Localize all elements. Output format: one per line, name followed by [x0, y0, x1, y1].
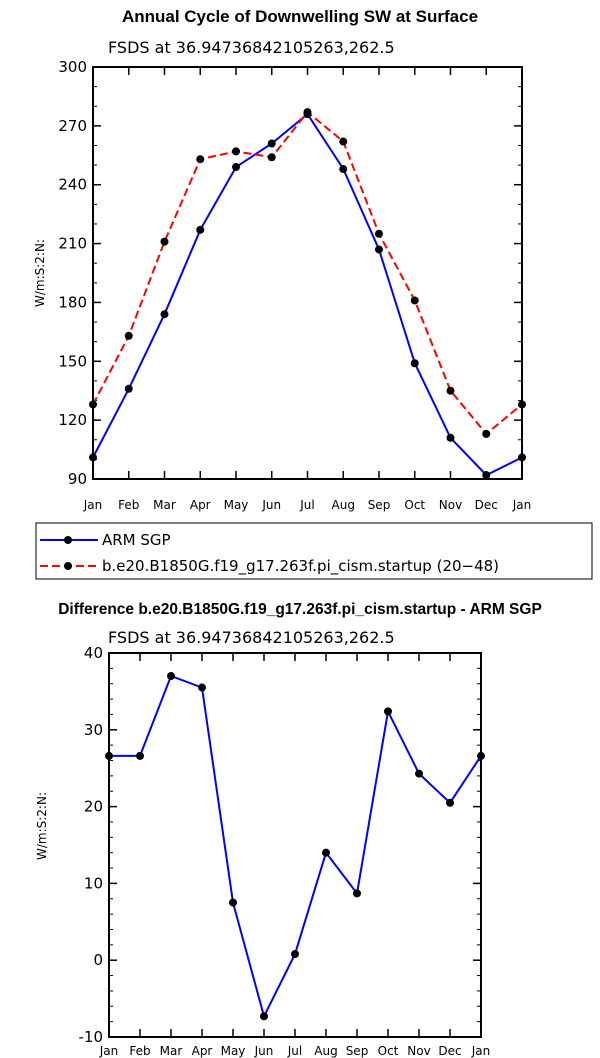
y-tick-label: 300: [58, 58, 87, 76]
series-1-point-3: [196, 155, 205, 164]
x-tick-label: Nov: [439, 498, 462, 512]
y-tick-label: 210: [58, 235, 87, 253]
series-0-point-7: [322, 848, 330, 857]
series-0-point-3: [198, 683, 206, 692]
chart2-plot-frame: [108, 652, 482, 1038]
series-0-point-3: [196, 225, 205, 234]
y-tick-label: 240: [58, 176, 87, 194]
series-line-0: [92, 112, 523, 477]
difference-chart: Difference b.e20.B1850G.f19_g17.263f.pi_…: [35, 601, 542, 1058]
y-tick-label: 150: [58, 352, 87, 370]
series-line-1: [92, 110, 523, 436]
x-tick-label: Feb: [129, 1044, 150, 1058]
series-0-point-2: [160, 310, 169, 319]
y-tick-label: 20: [84, 798, 103, 816]
annual-cycle-chart: Annual Cycle of Downwelling SW at Surfac…: [33, 7, 593, 580]
x-tick-label: Aug: [314, 1044, 337, 1058]
y-tick-label: 180: [58, 293, 87, 311]
x-tick-label: Mar: [153, 498, 176, 512]
x-tick-label: Sep: [368, 498, 391, 512]
x-tick-label: Aug: [332, 498, 355, 512]
series-1-point-9: [410, 296, 419, 305]
legend-marker-model: [64, 562, 72, 570]
chart1-plot-frame: [92, 66, 523, 480]
series-0-point-11: [446, 798, 454, 807]
x-tick-label: Jan: [512, 498, 532, 512]
legend-label-model: b.e20.B1850G.f19_g17.263f.pi_cism.startu…: [102, 557, 499, 576]
chart1-subtitle: FSDS at 36.94736842105263,262.5: [108, 38, 395, 57]
series-0-point-4: [232, 163, 240, 172]
x-tick-label: Oct: [378, 1044, 399, 1058]
series-1-point-2: [160, 237, 169, 246]
y-tick-label: 0: [93, 951, 103, 969]
x-tick-label: Dec: [475, 498, 498, 512]
x-tick-label: Mar: [160, 1044, 183, 1058]
x-tick-label: May: [221, 1044, 246, 1058]
series-0-point-5: [260, 1012, 268, 1021]
series-0-point-5: [267, 139, 276, 148]
series-0-point-11: [482, 471, 491, 480]
y-tick-label: 30: [84, 721, 103, 739]
y-tick-label: 10: [84, 874, 103, 892]
x-tick-label: Sep: [346, 1044, 369, 1058]
y-tick-label: -10: [79, 1028, 104, 1046]
chart2-ylabel: W/m:S:2:N:: [35, 792, 49, 860]
x-tick-label: Jan: [99, 1044, 119, 1058]
x-tick-label: Nov: [407, 1044, 430, 1058]
series-1-point-5: [267, 153, 276, 162]
series-0-point-2: [167, 672, 175, 681]
series-0-point-10: [415, 769, 423, 778]
chart1-ylabel: W/m:S:2:N:: [33, 239, 47, 307]
chart1-legend: ARM SGP b.e20.B1850G.f19_g17.263f.pi_cis…: [35, 522, 593, 580]
series-1-point-1: [124, 331, 133, 340]
series-0-point-7: [339, 165, 348, 174]
series-1-point-8: [375, 229, 383, 238]
x-tick-label: Jul: [287, 1044, 302, 1058]
x-tick-label: Jun: [254, 1044, 274, 1058]
x-tick-label: Oct: [404, 498, 425, 512]
series-0-point-8: [353, 889, 361, 898]
series-0-point-8: [375, 245, 383, 254]
series-1-point-11: [482, 429, 491, 438]
x-tick-label: Feb: [118, 498, 139, 512]
x-tick-label: Jan: [471, 1044, 491, 1058]
series-0-point-9: [384, 707, 392, 716]
x-tick-label: Apr: [190, 498, 211, 512]
series-1-point-7: [339, 137, 348, 146]
series-0-point-1: [124, 384, 133, 393]
chart1-title: Annual Cycle of Downwelling SW at Surfac…: [122, 7, 478, 26]
legend-box: [35, 522, 593, 580]
y-tick-label: 270: [58, 117, 87, 135]
series-line-0: [109, 674, 482, 1020]
series-1-point-10: [446, 386, 455, 395]
x-tick-label: Apr: [192, 1044, 213, 1058]
y-tick-label: 40: [84, 644, 103, 662]
series-0-point-4: [229, 898, 237, 907]
legend-label-arm: ARM SGP: [102, 531, 171, 549]
series-0-point-10: [446, 433, 455, 442]
series-0-point-9: [410, 359, 419, 368]
series-0-point-1: [136, 751, 144, 760]
series-1-point-6: [303, 108, 312, 117]
series-1-point-4: [232, 147, 240, 156]
x-tick-label: Jun: [261, 498, 281, 512]
x-tick-label: Dec: [438, 1044, 461, 1058]
chart2-subtitle: FSDS at 36.94736842105263,262.5: [108, 628, 395, 647]
legend-marker-arm: [64, 536, 72, 544]
series-0-point-6: [291, 950, 299, 959]
y-tick-label: 120: [58, 411, 87, 429]
chart2-title: Difference b.e20.B1850G.f19_g17.263f.pi_…: [58, 601, 542, 618]
x-tick-label: Jul: [299, 498, 314, 512]
x-tick-label: May: [224, 498, 249, 512]
y-tick-label: 90: [68, 470, 87, 488]
x-tick-label: Jan: [83, 498, 103, 512]
